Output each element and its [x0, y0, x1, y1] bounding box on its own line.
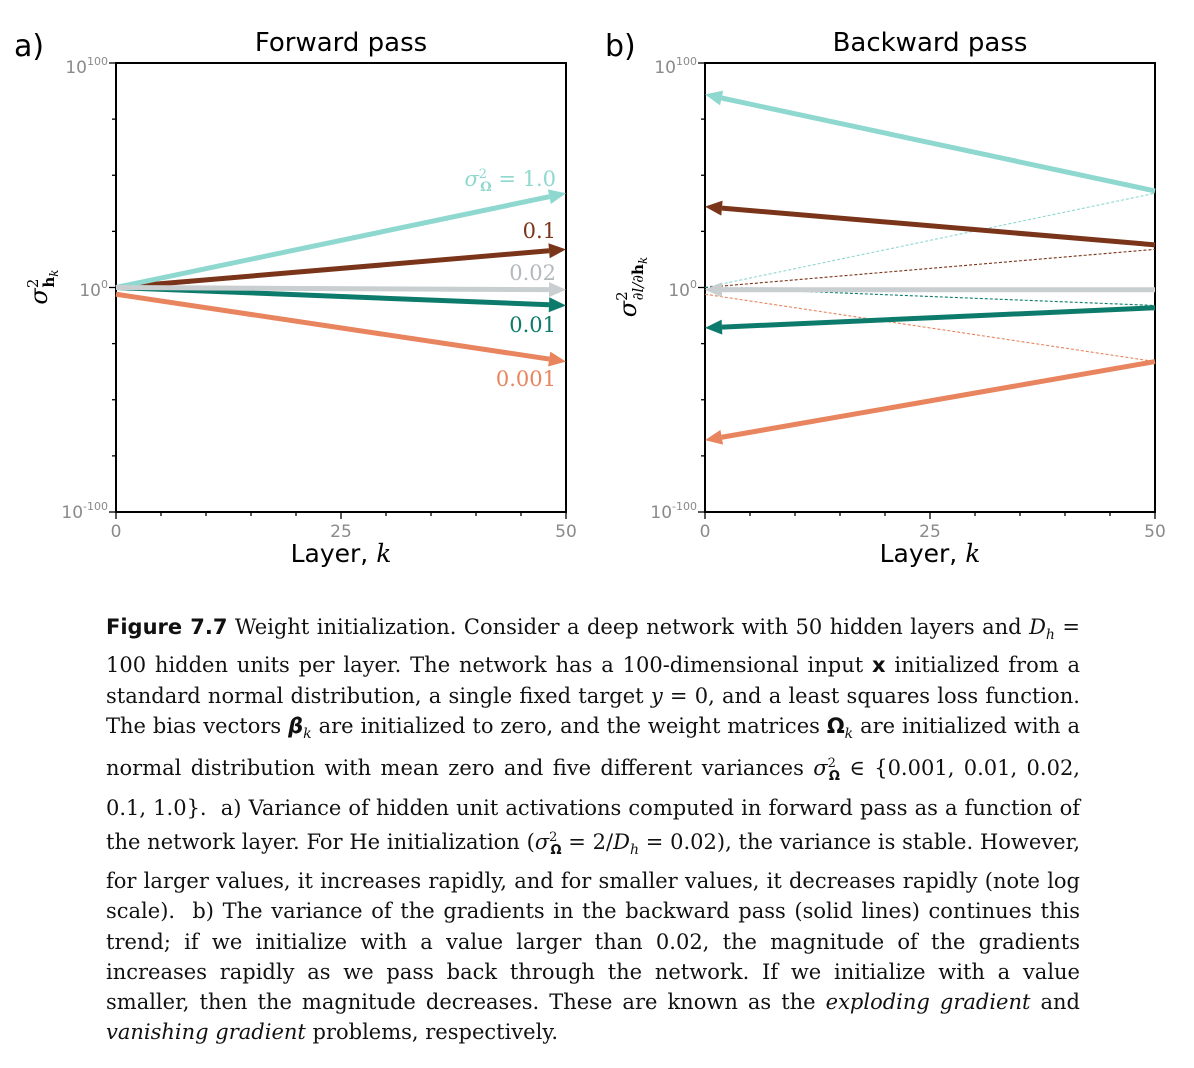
backward-series-line-1 [721, 205, 1156, 248]
panel-a-ytick-bottom: 10-100 [61, 500, 108, 523]
panel-b-xtick-50: 50 [1144, 522, 1166, 542]
panel-a-series [115, 189, 566, 367]
panel-b: b) Backward pass 10100 100 10-100 0 25 5… [605, 28, 1166, 568]
forward-series-line-4 [115, 291, 550, 362]
forward-series-line-3-arrowhead [548, 297, 566, 313]
panel-a-xtick-25: 25 [330, 522, 352, 542]
panel-b-xtick-0: 0 [700, 522, 711, 542]
series-label-0-02: 0.02 [509, 261, 556, 285]
backward-series-line-1-arrowhead [705, 200, 723, 216]
series-label-0-01: 0.01 [509, 313, 556, 337]
panel-b-title: Backward pass [833, 28, 1028, 58]
panel-b-ylabel: σ2∂l/∂hk [613, 257, 650, 318]
forward-series-line-0-arrowhead [547, 189, 566, 205]
series-label-1-0: σ2 Ω = 1.0 [464, 167, 556, 195]
panel-a-x-ticks: 0 25 50 [111, 522, 577, 542]
forward-series-line-0 [115, 194, 550, 290]
backward-series-line-3 [721, 305, 1156, 330]
series-label-0-1: 0.1 [523, 219, 556, 243]
panel-a-letter: a) [14, 29, 44, 64]
panel-b-letter: b) [605, 29, 636, 64]
forward-reference-line-4 [704, 293, 1156, 363]
backward-series-line-0-arrowhead [705, 90, 724, 106]
panel-b-forward-reference-lines [704, 192, 1156, 363]
forward-series-line-3 [115, 285, 550, 308]
forward-series-line-2-arrowhead [548, 282, 566, 298]
panel-b-xtick-25: 25 [919, 522, 941, 542]
series-label-0-001: 0.001 [496, 367, 556, 391]
forward-series-line-4-arrowhead [548, 351, 566, 367]
panel-b-tick-marks [698, 62, 1156, 519]
panel-a-xlabel: Layer, k [291, 539, 392, 568]
backward-series-line-4-arrowhead [705, 429, 724, 445]
figure-caption: Figure 7.7 Weight initialization. Consid… [106, 612, 1080, 1047]
forward-series-line-1 [115, 248, 550, 290]
forward-reference-line-1 [704, 248, 1156, 289]
panel-b-x-ticks: 0 25 50 [700, 522, 1166, 542]
panel-a-tick-marks [109, 62, 567, 519]
panel-b-xlabel: Layer, k [880, 539, 981, 568]
backward-series-line-0 [721, 95, 1156, 194]
figure-caption-text: Weight initialization. Consider a deep n… [106, 615, 1080, 1045]
panel-b-ytick-top: 10100 [654, 55, 697, 78]
backward-series-line-4 [721, 359, 1156, 440]
panel-a-xtick-50: 50 [555, 522, 577, 542]
forward-series-line-1-arrowhead [548, 243, 566, 259]
panel-b-series [705, 90, 1156, 445]
figure-label: Figure 7.7 [106, 615, 228, 639]
panel-a-y-ticks: 10100 100 10-100 [61, 55, 108, 523]
panel-b-y-ticks: 10100 100 10-100 [650, 55, 697, 523]
backward-series-line-2-arrowhead [705, 282, 722, 298]
panel-a-ylabel: σ2hk [24, 269, 61, 304]
panel-b-ytick-mid: 100 [668, 278, 697, 301]
panel-b-ytick-bottom: 10-100 [650, 500, 697, 523]
panel-a-ytick-mid: 100 [79, 278, 108, 301]
panel-a-ytick-top: 10100 [65, 55, 108, 78]
forward-series-line-2 [115, 285, 550, 293]
panel-a: a) Forward pass 10100 100 10-100 0 25 50… [14, 28, 577, 568]
panel-a-series-labels: σ2 Ω = 1.0 0.1 0.02 0.01 0.001 [464, 167, 556, 391]
figure-7-7: a) Forward pass 10100 100 10-100 0 25 50… [14, 28, 1166, 568]
forward-reference-line-0 [704, 192, 1156, 289]
panel-a-xtick-0: 0 [111, 522, 122, 542]
backward-series-line-3-arrowhead [705, 319, 723, 335]
panel-a-title: Forward pass [255, 28, 427, 58]
